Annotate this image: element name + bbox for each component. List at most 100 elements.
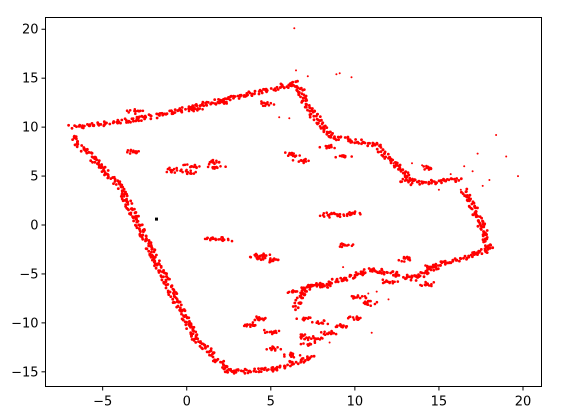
scan-point <box>488 179 491 181</box>
scan-point <box>463 165 466 168</box>
scan-point <box>309 316 312 320</box>
scan-point <box>392 273 395 277</box>
scan-point <box>283 353 286 356</box>
scan-point <box>322 215 326 218</box>
scan-point <box>325 132 329 136</box>
scan-point <box>191 104 195 107</box>
scan-point <box>381 154 385 158</box>
scan-point <box>90 122 94 125</box>
scan-point <box>215 165 218 169</box>
scan-point <box>461 192 465 196</box>
scan-point <box>326 286 330 289</box>
scan-point <box>345 278 349 282</box>
scan-point <box>218 99 222 103</box>
scan-point <box>303 96 306 100</box>
scan-point <box>220 100 224 104</box>
scan-point <box>134 112 137 116</box>
scan-point <box>123 117 127 121</box>
scan-point <box>251 321 255 324</box>
scan-point <box>116 187 120 191</box>
scan-point <box>253 92 256 96</box>
scan-point <box>391 281 395 285</box>
scan-point <box>292 362 295 366</box>
y-axis-ticks: −15 −10 −5 0 5 10 15 20 <box>11 23 46 380</box>
y-tick-label: −15 <box>11 365 38 380</box>
scan-point <box>120 118 124 122</box>
scan-point <box>100 163 103 166</box>
scan-point <box>351 211 355 215</box>
scan-point <box>167 293 171 296</box>
scan-point <box>153 262 157 266</box>
scan-point <box>348 275 352 278</box>
scan-point <box>249 325 252 329</box>
scan-point <box>89 159 93 163</box>
scan-point <box>400 259 404 263</box>
scan-point <box>294 154 298 157</box>
scan-point <box>378 270 382 273</box>
scan-point <box>265 348 269 351</box>
scan-point <box>204 346 207 350</box>
scan-point <box>138 224 142 228</box>
scan-point <box>396 280 400 283</box>
scan-point <box>274 258 277 261</box>
scan-point <box>375 142 379 146</box>
scan-point <box>114 183 118 186</box>
scan-point <box>304 359 307 362</box>
y-tick-label: 5 <box>30 170 38 185</box>
scan-point <box>91 160 94 164</box>
scan-point <box>472 213 475 217</box>
scan-point <box>350 155 354 158</box>
scan-point <box>216 101 219 104</box>
scan-point <box>154 266 158 270</box>
scan-points-layer <box>67 27 519 375</box>
scan-point <box>356 316 360 320</box>
scan-point <box>209 102 213 106</box>
scan-point <box>90 151 94 155</box>
scan-point <box>205 103 208 107</box>
scan-point <box>173 108 177 111</box>
scan-point <box>253 367 256 371</box>
scan-point <box>296 362 300 366</box>
scan-point <box>483 240 486 243</box>
scan-point <box>386 152 390 156</box>
scan-point <box>75 142 79 146</box>
scan-point <box>125 121 128 124</box>
scan-point <box>159 266 163 269</box>
scan-point <box>300 333 304 336</box>
scan-point <box>301 99 305 103</box>
scan-point <box>247 90 251 94</box>
scan-point <box>232 96 235 100</box>
scan-point <box>308 113 312 117</box>
scan-point <box>276 88 280 91</box>
scan-point <box>135 226 139 230</box>
scan-point <box>165 112 169 116</box>
scan-point <box>160 275 164 279</box>
scan-point <box>224 165 227 168</box>
scan-point <box>389 161 393 165</box>
scan-point <box>296 79 299 83</box>
scan-point <box>211 236 214 239</box>
scan-point <box>125 109 129 112</box>
scan-point <box>295 296 299 300</box>
scan-point <box>217 238 220 241</box>
scan-point <box>135 220 139 224</box>
scan-point <box>294 298 298 302</box>
scan-point <box>414 279 418 282</box>
scan-point <box>181 318 185 321</box>
scan-point <box>272 345 275 349</box>
x-tick-label: 20 <box>515 395 532 410</box>
scan-point <box>424 181 428 184</box>
scan-point <box>175 169 179 172</box>
scan-point <box>381 148 385 152</box>
scan-point <box>325 283 329 286</box>
scan-point <box>471 251 475 255</box>
scan-point <box>195 104 199 108</box>
scan-point <box>412 179 415 182</box>
scan-point <box>286 291 290 295</box>
y-tick-label: 0 <box>30 219 38 234</box>
scan-point <box>306 336 310 340</box>
scan-point <box>222 359 226 363</box>
y-tick-label: 15 <box>22 72 39 87</box>
scan-point <box>226 370 230 374</box>
scan-point <box>465 257 468 261</box>
